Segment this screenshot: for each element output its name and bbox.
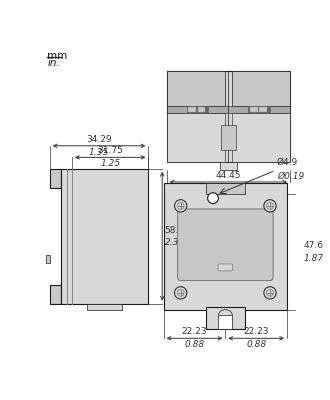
- Circle shape: [267, 290, 273, 296]
- Bar: [50, 169, 61, 188]
- Bar: [206, 308, 245, 329]
- Bar: [61, 169, 148, 304]
- Bar: [248, 106, 270, 113]
- Circle shape: [175, 287, 187, 299]
- Bar: [218, 315, 232, 329]
- Bar: [220, 162, 237, 170]
- Text: 58.89: 58.89: [164, 226, 190, 235]
- Bar: [46, 255, 50, 263]
- Bar: [232, 113, 290, 162]
- Circle shape: [175, 200, 187, 212]
- Bar: [206, 183, 245, 194]
- Circle shape: [177, 290, 184, 296]
- Text: 0.88: 0.88: [184, 340, 205, 349]
- Text: 31.75: 31.75: [97, 146, 123, 156]
- Bar: [167, 113, 225, 162]
- Text: 2.32: 2.32: [164, 238, 184, 247]
- Text: 1.25: 1.25: [100, 159, 120, 168]
- Bar: [50, 285, 61, 304]
- Text: Ø4.9: Ø4.9: [277, 158, 298, 166]
- Text: 34.29: 34.29: [86, 135, 112, 144]
- Bar: [187, 106, 209, 113]
- Text: in.: in.: [48, 58, 60, 68]
- Bar: [259, 107, 267, 112]
- Text: 44.45: 44.45: [216, 171, 241, 180]
- Bar: [250, 107, 258, 112]
- Text: mm: mm: [48, 51, 68, 61]
- Text: 22.23: 22.23: [244, 327, 269, 336]
- Bar: [221, 126, 236, 150]
- Bar: [164, 183, 287, 310]
- Text: 1.75: 1.75: [218, 184, 239, 193]
- Circle shape: [264, 287, 276, 299]
- Text: 0.88: 0.88: [246, 340, 266, 349]
- Circle shape: [208, 193, 218, 204]
- FancyBboxPatch shape: [218, 264, 233, 271]
- Bar: [167, 71, 290, 162]
- Text: 1.87: 1.87: [303, 254, 323, 263]
- FancyBboxPatch shape: [178, 209, 273, 280]
- Bar: [167, 106, 290, 113]
- Bar: [198, 107, 205, 112]
- Bar: [167, 71, 225, 106]
- Bar: [232, 71, 290, 106]
- Text: Ø0.19: Ø0.19: [277, 172, 304, 181]
- Bar: [188, 107, 196, 112]
- Text: 22.23: 22.23: [182, 327, 207, 336]
- Circle shape: [264, 200, 276, 212]
- Text: 47.6: 47.6: [303, 241, 323, 250]
- Circle shape: [267, 202, 273, 209]
- Circle shape: [177, 202, 184, 209]
- Text: 1.35: 1.35: [89, 148, 109, 157]
- Bar: [87, 304, 122, 310]
